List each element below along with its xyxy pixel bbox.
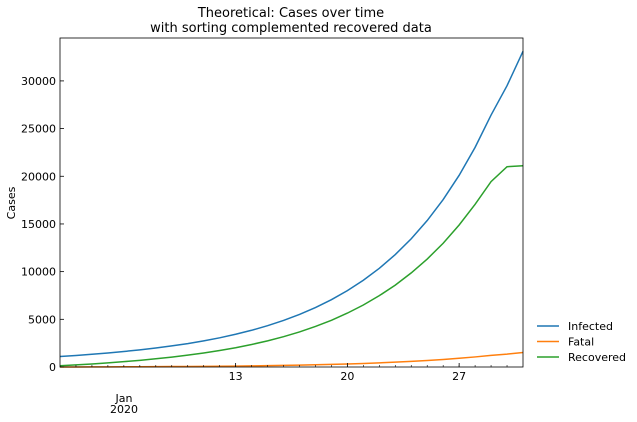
chart-title-line1: Theoretical: Cases over time [197,6,384,21]
legend-label-fatal: Fatal [568,336,594,349]
y-tick-label: 30000 [21,75,56,88]
series-line-recovered [59,165,524,367]
legend-label-recovered: Recovered [568,351,626,364]
y-axis-label: Cases [5,186,18,219]
axes-layer: 0 5000 10000 15000 20000 25000 30000 13 20 27 Jan2… [21,37,524,416]
series-line-infected [59,51,524,358]
series-layer [59,51,524,368]
x-month-label: Jan [115,392,133,405]
y-tick-label: 10000 [21,266,56,279]
y-tick-label: 20000 [21,170,56,183]
series-line-fatal [59,351,524,368]
y-tick-label: 5000 [28,313,56,326]
chart-title-line2: with sorting complemented recovered data [150,21,432,36]
y-tick-label: 0 [49,361,56,374]
x-tick-label: 13 [229,370,243,383]
x-tick-label: 27 [452,370,466,383]
x-year-label: 2020 [110,403,138,416]
y-tick-label: 25000 [21,123,56,136]
plot-frame [59,37,524,368]
x-tick-label: 20 [340,370,354,383]
y-tick-label: 15000 [21,218,56,231]
legend: Infected Fatal Recovered [537,320,626,364]
legend-label-infected: Infected [568,320,613,333]
